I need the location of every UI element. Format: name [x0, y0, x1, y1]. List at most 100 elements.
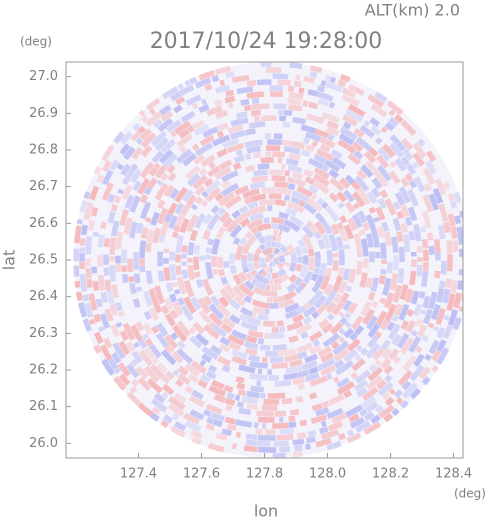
radar-echo: [394, 191, 406, 206]
radar-echo: [301, 234, 314, 250]
radar-echo: [107, 211, 116, 224]
radar-echo: [280, 273, 290, 283]
radar-echo: [111, 220, 120, 237]
radar-echo: [186, 214, 199, 233]
radar-echo: [283, 145, 301, 155]
radar-echo: [262, 290, 278, 297]
radar-echo: [172, 324, 188, 343]
radar-echo: [198, 104, 210, 114]
radar-echo: [356, 387, 368, 398]
radar-echo: [211, 379, 225, 390]
radar-echo: [235, 376, 245, 384]
radar-echo: [109, 237, 117, 255]
radar-echo: [220, 322, 233, 334]
radar-echo: [320, 80, 327, 87]
radar-echo: [173, 288, 181, 295]
radar-echo: [430, 304, 441, 321]
radar-echo: [193, 244, 201, 254]
radar-echo: [316, 197, 326, 206]
radar-echo: [140, 115, 149, 123]
radar-echo: [278, 348, 297, 357]
radar-echo: [176, 133, 194, 148]
radar-echo: [338, 248, 345, 266]
radar-echo: [287, 201, 305, 214]
radar-echo: [250, 227, 259, 235]
radar-echo: [428, 291, 438, 310]
radar-echo: [438, 203, 449, 222]
radar-echo: [215, 226, 227, 240]
radar-echo: [223, 384, 234, 393]
radar-echo: [198, 309, 212, 325]
radar-echo: [335, 236, 344, 250]
radar-echo: [316, 148, 335, 162]
radar-echo: [235, 111, 248, 119]
radar-echo: [384, 121, 395, 132]
radar-echo: [262, 264, 268, 271]
radar-echo: [107, 193, 116, 204]
radar-echo: [222, 216, 234, 229]
radar-echo: [282, 188, 292, 196]
radar-echo: [427, 322, 435, 329]
radar-echo: [169, 264, 177, 281]
radar-echo: [276, 433, 294, 441]
radar-echo: [119, 208, 130, 226]
radar-echo: [88, 318, 96, 325]
radar-echo: [373, 216, 380, 223]
radar-echo: [152, 227, 161, 244]
radar-echo: [381, 347, 393, 360]
radar-echo: [268, 193, 282, 200]
radar-echo: [284, 302, 300, 313]
radar-echo: [139, 128, 152, 141]
radar-echo: [175, 214, 185, 228]
radar-echo: [328, 393, 345, 406]
radar-echo: [357, 210, 368, 224]
altitude-annotation: ALT(km) 2.0: [365, 1, 460, 20]
radar-echo: [428, 245, 435, 255]
radar-echo: [155, 332, 170, 349]
radar-echo: [386, 321, 396, 332]
radar-echo: [375, 137, 383, 145]
radar-echo: [408, 230, 416, 241]
radar-echo: [428, 193, 440, 211]
y-tick-label: 26.4: [29, 289, 58, 304]
radar-echo: [391, 408, 400, 417]
radar-echo: [332, 260, 339, 272]
radar-echo: [202, 213, 213, 225]
radar-echo: [380, 126, 388, 134]
radar-echo: [178, 128, 190, 139]
radar-echo: [355, 136, 373, 152]
radar-echo: [313, 267, 320, 275]
radar-echo: [247, 252, 254, 262]
radar-echo: [467, 264, 468, 282]
radar-echo: [401, 380, 412, 391]
radar-echo: [238, 407, 251, 416]
radar-echo: [113, 194, 122, 204]
radar-echo: [348, 268, 357, 284]
radar-echo: [422, 295, 431, 309]
radar-echo: [325, 267, 333, 277]
radar-echo: [271, 241, 278, 248]
radar-echo: [302, 305, 317, 318]
radar-echo: [236, 382, 245, 390]
radar-echo: [111, 284, 120, 299]
radar-echo: [318, 318, 330, 329]
radar-echo: [336, 222, 344, 230]
radar-echo: [353, 232, 363, 251]
radar-echo: [380, 268, 387, 275]
radar-echo: [388, 170, 401, 185]
radar-echo: [144, 338, 154, 347]
radar-echo: [397, 268, 405, 279]
radar-echo: [210, 411, 225, 422]
radar-echo: [291, 140, 306, 150]
radar-echo: [311, 311, 320, 320]
radar-echo: [137, 177, 151, 195]
radar-echo: [184, 385, 194, 394]
radar-echo: [415, 318, 424, 328]
radar-echo: [383, 292, 395, 309]
radar-echo: [115, 321, 123, 328]
radar-echo: [292, 377, 306, 385]
radar-echo: [393, 389, 403, 399]
radar-echo: [115, 231, 124, 250]
radar-echo: [332, 340, 350, 356]
y-tick-label: 26.1: [29, 399, 58, 414]
